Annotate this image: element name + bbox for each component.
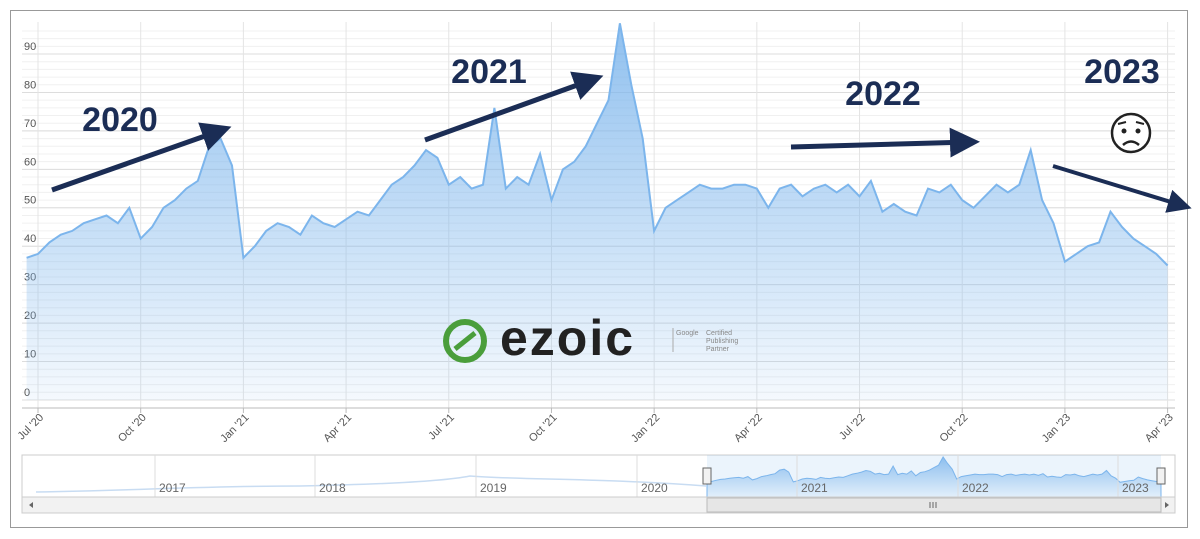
y-tick-label: 70: [24, 118, 36, 130]
arrow: [790, 127, 980, 158]
navigator-label: 2020: [641, 481, 668, 495]
navigator-label: 2021: [801, 481, 828, 495]
y-tick-label: 40: [24, 233, 36, 245]
annotation: 2022: [845, 75, 921, 113]
watermark: ezoic Google Certified Publishing Partne…: [443, 310, 738, 366]
brand: ezoic: [500, 310, 635, 366]
scrollbar-thumb[interactable]: [706, 497, 1162, 513]
arrow: [1052, 164, 1192, 213]
navigator-label: 2019: [480, 481, 507, 495]
x-tick-label: Jan '23: [1040, 412, 1073, 445]
x-tick-label: Apr '22: [732, 412, 765, 445]
navigator-label: 2023: [1122, 481, 1149, 495]
annotation: 2020: [82, 101, 158, 139]
logo-slash: [453, 331, 477, 351]
frame: [10, 10, 1188, 528]
badge-text: Partner: [706, 346, 730, 353]
arrow: [51, 122, 232, 193]
area-fill: [26, 23, 1168, 401]
x-tick-label: Jul '21: [426, 412, 457, 443]
navigator-label: 2018: [319, 481, 346, 495]
x-tick-label: Oct '22: [938, 412, 971, 445]
x-tick-label: Apr '21: [321, 412, 354, 445]
x-tick-label: Apr '23: [1143, 412, 1176, 445]
navigator-history: [35, 475, 707, 493]
navigator-handle[interactable]: [702, 467, 712, 485]
x-tick-label: Jan '21: [218, 412, 251, 445]
x-tick-label: Oct '20: [116, 412, 149, 445]
navigator-area: [706, 456, 1162, 498]
x-tick-label: Jul '20: [15, 412, 46, 443]
y-tick-label: 80: [24, 79, 36, 91]
badge-text: Google: [676, 330, 699, 337]
x-tick-label: Oct '21: [527, 412, 560, 445]
navigator-label: 2017: [159, 481, 186, 495]
annotation: 2021: [451, 53, 527, 91]
scrollbar-grip: [929, 502, 937, 508]
badge-text: Publishing: [706, 338, 738, 345]
y-tick-label: 50: [24, 195, 36, 207]
navigator-label: 2022: [962, 481, 989, 495]
badge-text: Certified: [706, 330, 732, 337]
annotation: 2023: [1084, 53, 1160, 91]
y-tick-label: 90: [24, 41, 36, 53]
arrow: [424, 71, 604, 143]
sad-face: [1110, 112, 1152, 154]
y-tick-label: 60: [24, 156, 36, 168]
annotations: 2020 2021 2022 2023: [51, 53, 1192, 213]
navigator: 2017 2018 2019 2020 2021 2022 2023: [21, 454, 1176, 514]
navigator-handle[interactable]: [1156, 467, 1166, 485]
x-tick-label: Jul '22: [837, 412, 868, 443]
logo-ring: [443, 319, 487, 363]
x-tick-label: Jan '22: [629, 412, 662, 445]
